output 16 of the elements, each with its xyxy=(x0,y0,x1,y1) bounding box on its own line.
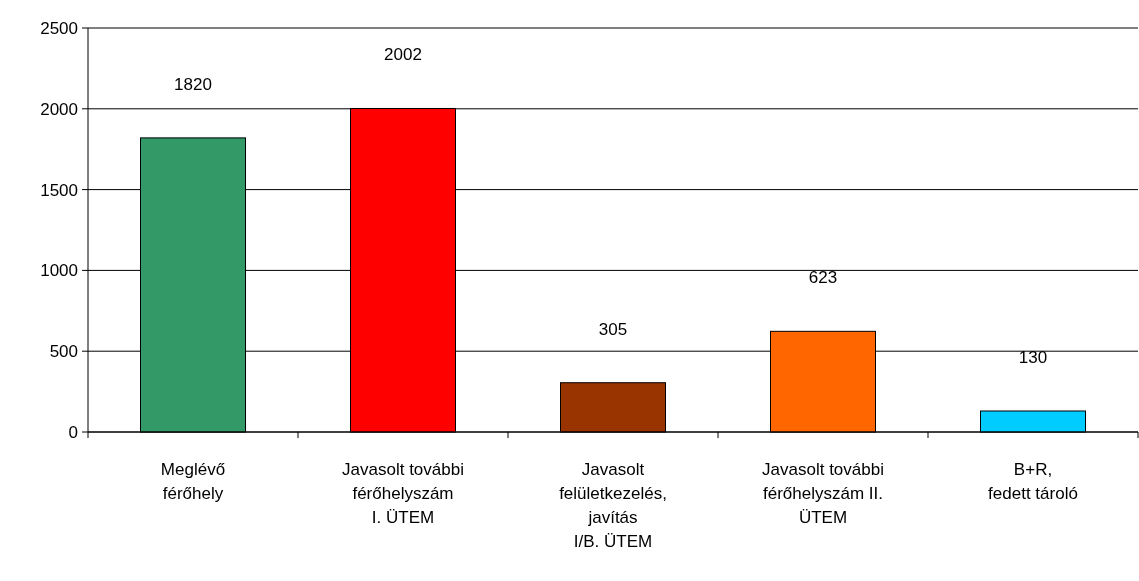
data-label: 1820 xyxy=(174,74,212,94)
y-tick-label: 500 xyxy=(49,342,78,362)
data-label: 2002 xyxy=(384,45,422,65)
x-tick-label: B+R, fedett tároló xyxy=(988,460,1078,503)
data-label: 623 xyxy=(808,268,838,288)
x-tick-label: Javasolt további férőhelyszám I. ÜTEM xyxy=(342,460,464,527)
data-label: 130 xyxy=(1018,347,1048,367)
data-label: 305 xyxy=(598,319,628,339)
x-tick-label: Javasolt további férőhelyszám II. ÜTEM xyxy=(762,460,884,527)
x-tick-label: Meglévő férőhely xyxy=(160,460,226,503)
y-tick-label: 2500 xyxy=(40,18,78,38)
y-tick-label: 2000 xyxy=(40,99,78,119)
x-tick-label: Javasolt felületkezelés, javítás I/B. ÜTEM xyxy=(559,460,667,551)
y-tick-label: 0 xyxy=(68,422,78,442)
y-tick-label: 1000 xyxy=(40,261,78,281)
y-tick-label: 1500 xyxy=(40,180,78,200)
